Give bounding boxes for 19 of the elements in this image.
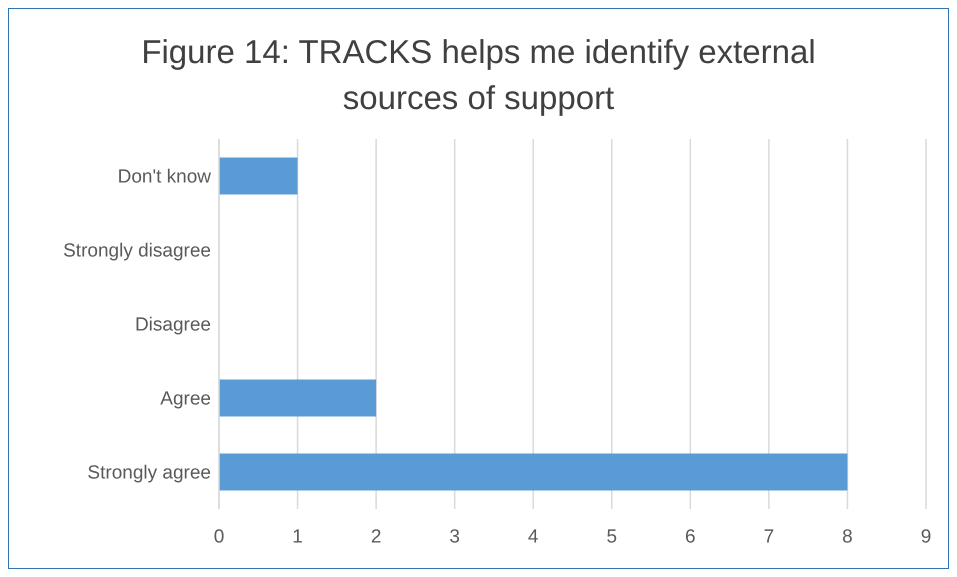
y-tick-label: Agree xyxy=(160,388,211,410)
x-tick-label: 6 xyxy=(685,526,696,548)
x-tick-label: 5 xyxy=(606,526,618,548)
chart-title: Figure 14: TRACKS helps me identify external sources of support xyxy=(140,32,817,118)
x-tick-label: 2 xyxy=(370,526,382,548)
x-tick-label: 1 xyxy=(292,526,303,548)
y-tick-label: Disagree xyxy=(134,314,211,336)
y-tick-label: Don't know xyxy=(118,166,212,188)
x-tick-label: 3 xyxy=(449,526,460,548)
x-tick-label: 8 xyxy=(842,526,853,548)
bar xyxy=(219,454,848,490)
x-tick-label: 4 xyxy=(528,526,539,548)
x-tick-label: 9 xyxy=(920,526,932,548)
x-tick-label: 0 xyxy=(214,526,224,548)
x-tick-label: 7 xyxy=(764,526,774,548)
y-tick-label: Strongly disagree xyxy=(63,240,211,262)
bar xyxy=(219,380,376,416)
y-tick-label: Strongly agree xyxy=(87,462,211,484)
bar xyxy=(219,158,298,194)
